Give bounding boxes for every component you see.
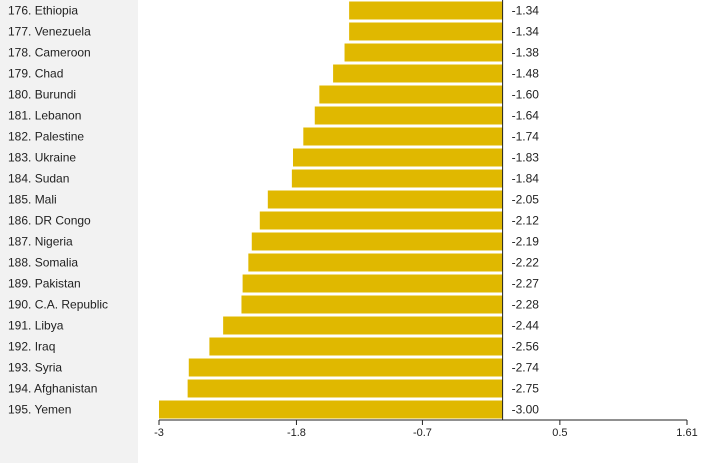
row-label: 188. Somalia (8, 256, 78, 270)
bar (209, 337, 503, 356)
bar (241, 295, 503, 314)
row-label: 192. Iraq (8, 340, 55, 354)
value-label: -2.74 (512, 361, 540, 375)
bar (251, 232, 503, 251)
x-tick-label: 0.5 (552, 427, 567, 439)
bar (349, 1, 503, 20)
row-label: 180. Burundi (8, 88, 76, 102)
label-panel (0, 0, 138, 463)
value-label: -2.75 (512, 382, 540, 396)
value-label: -2.27 (512, 277, 540, 291)
bar (344, 43, 503, 62)
bar (159, 400, 503, 419)
row-label: 185. Mali (8, 193, 57, 207)
bar (187, 379, 503, 398)
bar (291, 169, 503, 188)
row-label: 193. Syria (8, 361, 62, 375)
x-tick-label: -1.8 (287, 427, 306, 439)
row-label: 178. Cameroon (8, 46, 91, 60)
value-label: -1.48 (512, 67, 540, 81)
bar (319, 85, 503, 104)
bar (242, 274, 503, 293)
value-label: -1.64 (512, 109, 540, 123)
row-label: 179. Chad (8, 67, 63, 81)
row-label: 190. C.A. Republic (8, 298, 108, 312)
value-label: -3.00 (512, 403, 540, 417)
value-label: -2.19 (512, 235, 540, 249)
value-label: -2.44 (512, 319, 540, 333)
value-label: -1.83 (512, 151, 540, 165)
value-label: -2.56 (512, 340, 540, 354)
value-label: -1.34 (512, 25, 540, 39)
row-label: 184. Sudan (8, 172, 69, 186)
bar (333, 64, 503, 83)
value-label: -2.12 (512, 214, 540, 228)
row-label: 187. Nigeria (8, 235, 73, 249)
value-label: -1.34 (512, 4, 540, 18)
row-label: 195. Yemen (8, 403, 71, 417)
bar (259, 211, 503, 230)
bar (349, 22, 503, 41)
row-label: 182. Palestine (8, 130, 84, 144)
bar (293, 148, 503, 167)
row-label: 194. Afghanistan (8, 382, 97, 396)
row-label: 191. Libya (8, 319, 64, 333)
row-label: 177. Venezuela (8, 25, 91, 39)
bar (267, 190, 503, 209)
row-label: 176. Ethiopia (8, 4, 78, 18)
bar (314, 106, 503, 125)
value-label: -2.28 (512, 298, 540, 312)
value-label: -1.84 (512, 172, 540, 186)
row-label: 186. DR Congo (8, 214, 91, 228)
value-label: -2.05 (512, 193, 540, 207)
bar (223, 316, 503, 335)
row-label: 189. Pakistan (8, 277, 81, 291)
row-label: 183. Ukraine (8, 151, 76, 165)
value-label: -1.38 (512, 46, 540, 60)
row-label: 181. Lebanon (8, 109, 81, 123)
bar (188, 358, 503, 377)
x-tick-label: -0.7 (413, 427, 432, 439)
bar (303, 127, 503, 146)
x-tick-label: -3 (154, 427, 164, 439)
bar (248, 253, 503, 272)
x-tick-label: 1.61 (676, 427, 697, 439)
value-label: -2.22 (512, 256, 540, 270)
value-label: -1.74 (512, 130, 540, 144)
value-label: -1.60 (512, 88, 540, 102)
